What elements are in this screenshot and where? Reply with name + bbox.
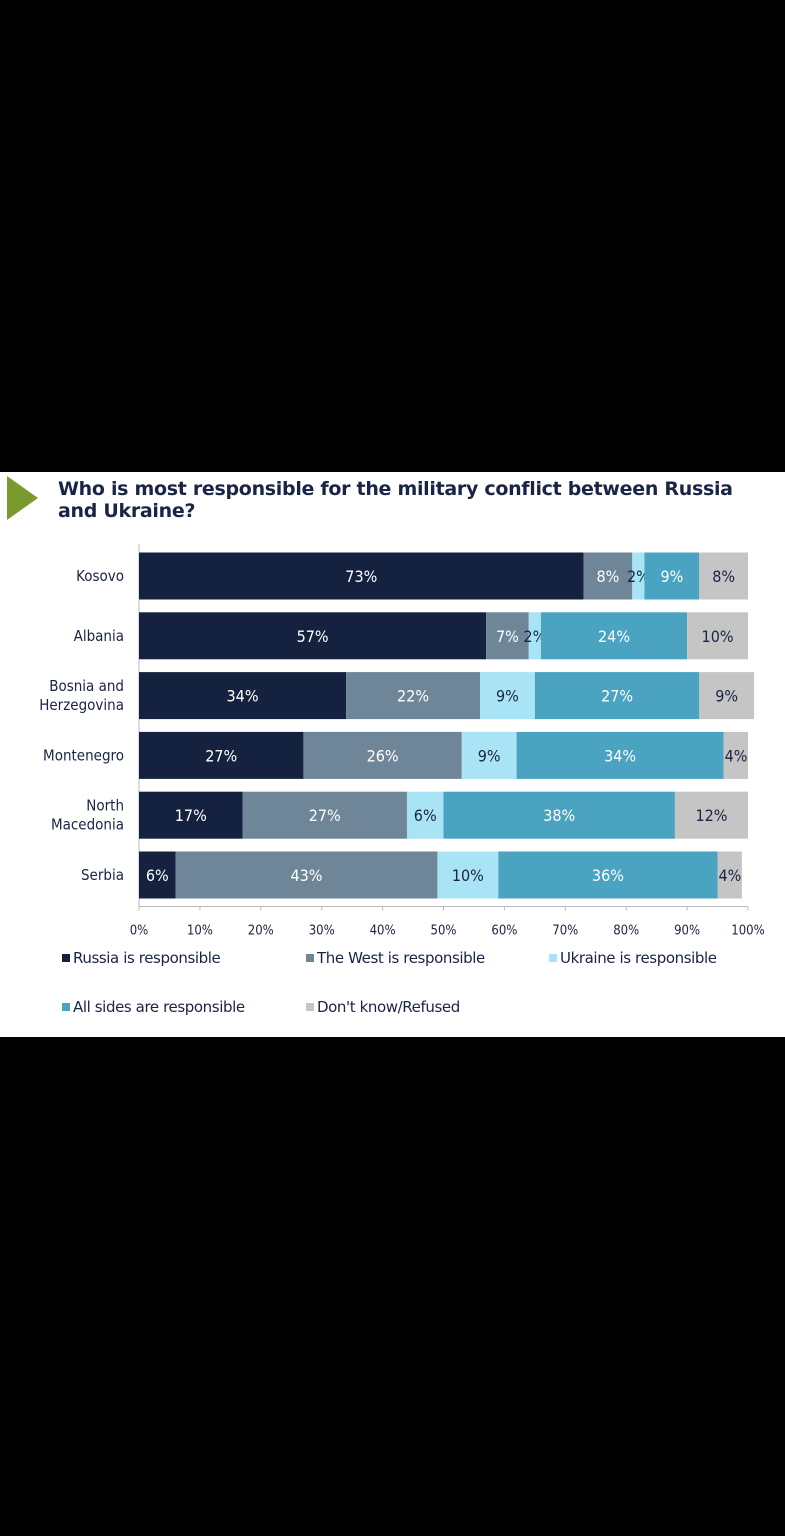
x-tick-label: 70% (552, 924, 578, 939)
data-label: 26% (367, 746, 399, 765)
bar-segment (723, 731, 748, 779)
data-label: 10% (452, 866, 484, 885)
bar-segment (498, 851, 718, 899)
legend-item: Russia is responsible (62, 949, 221, 967)
x-tick-label: 80% (613, 924, 639, 939)
legend-swatch (306, 1003, 314, 1011)
stacked-bar-chart: Kosovo 73% 8% 2% 9% 8%Albania 57% 7% 2% 24% 10%Bos… (39, 544, 765, 939)
bar-segment (139, 672, 347, 720)
bar-segment (346, 672, 481, 720)
bar-segment (437, 851, 499, 899)
bar-segment (699, 552, 748, 600)
category-label: Bosnia and (49, 677, 124, 695)
data-label: 6% (146, 866, 169, 885)
bar-segment (139, 612, 487, 660)
category-label: Albania (74, 627, 124, 645)
x-tick-label: 10% (187, 924, 213, 939)
legend-swatch (62, 1003, 70, 1011)
data-label: 9% (496, 687, 519, 706)
legend-item: The West is responsible (306, 949, 485, 967)
chart-panel: Who is most responsible for the military… (0, 472, 785, 1037)
bar-segment (480, 672, 535, 720)
data-label: 6% (414, 806, 437, 825)
bar-segment (175, 851, 438, 899)
bar-segment (528, 612, 541, 660)
bar-segment (644, 552, 700, 600)
x-tick-label: 30% (309, 924, 335, 939)
data-label: 8% (597, 567, 620, 586)
data-label: 10% (702, 627, 734, 646)
bar-segment (699, 672, 755, 720)
bar-segment (139, 791, 243, 839)
data-label: 2% (627, 567, 650, 586)
bar-segment (540, 612, 688, 660)
x-tick-label: 20% (248, 924, 274, 939)
bar-segment (687, 612, 748, 660)
data-label: 43% (290, 866, 322, 885)
data-label: 73% (345, 567, 377, 586)
data-label: 34% (227, 687, 259, 706)
data-label: 17% (175, 806, 207, 825)
legend-item: Don't know/Refused (306, 998, 460, 1016)
bar-segment (632, 552, 645, 600)
legend-label: Ukraine is responsible (560, 949, 717, 967)
bar-segment (406, 791, 444, 839)
data-label: 8% (712, 567, 735, 586)
legend-swatch (306, 954, 314, 962)
category-label: North (86, 797, 124, 815)
data-label: 24% (598, 627, 630, 646)
x-tick-label: 100% (731, 924, 764, 939)
category-label: Kosovo (76, 567, 124, 585)
data-label: 12% (695, 806, 727, 825)
data-label: 27% (205, 746, 237, 765)
bar-segment (443, 791, 675, 839)
data-label: 57% (297, 627, 329, 646)
bar-segment (139, 552, 584, 600)
x-tick-label: 90% (674, 924, 700, 939)
data-label: 9% (660, 567, 683, 586)
data-label: 4% (725, 746, 748, 765)
data-label: 9% (715, 687, 738, 706)
bar-segment (717, 851, 742, 899)
bar-segment (139, 851, 176, 899)
data-label: 22% (397, 687, 429, 706)
x-tick-label: 40% (370, 924, 396, 939)
bar-segment (486, 612, 529, 660)
legend-label: The West is responsible (317, 949, 485, 967)
bar-segment (303, 731, 462, 779)
bar-segment (461, 731, 517, 779)
bar-segment (139, 731, 304, 779)
category-label: Serbia (81, 866, 124, 884)
bar-segment (516, 731, 724, 779)
data-label: 9% (478, 746, 501, 765)
triangle-bullet-icon (7, 476, 38, 520)
legend-swatch (549, 954, 557, 962)
chart-title: Who is most responsible for the military… (58, 478, 733, 522)
x-tick-label: 50% (431, 924, 457, 939)
legend-item: Ukraine is responsible (549, 949, 717, 967)
bar-segment (242, 791, 407, 839)
category-label: Herzegovina (39, 696, 124, 714)
data-label: 7% (496, 627, 519, 646)
bar-segment (583, 552, 633, 600)
x-tick-label: 60% (491, 924, 517, 939)
bar-segment (534, 672, 700, 720)
data-label: 34% (604, 746, 636, 765)
legend-item: All sides are responsible (62, 998, 245, 1016)
data-label: 27% (309, 806, 341, 825)
category-label: Macedonia (51, 816, 124, 834)
data-label: 36% (592, 866, 624, 885)
data-label: 27% (601, 687, 633, 706)
x-tick-label: 0% (130, 924, 149, 939)
data-label: 2% (523, 627, 546, 646)
legend-label: Don't know/Refused (317, 998, 460, 1016)
bar-segment (674, 791, 748, 839)
legend-swatch (62, 954, 70, 962)
legend-label: All sides are responsible (73, 998, 245, 1016)
category-label: Montenegro (43, 746, 124, 764)
data-label: 38% (543, 806, 575, 825)
legend-label: Russia is responsible (73, 949, 221, 967)
data-label: 4% (718, 866, 741, 885)
